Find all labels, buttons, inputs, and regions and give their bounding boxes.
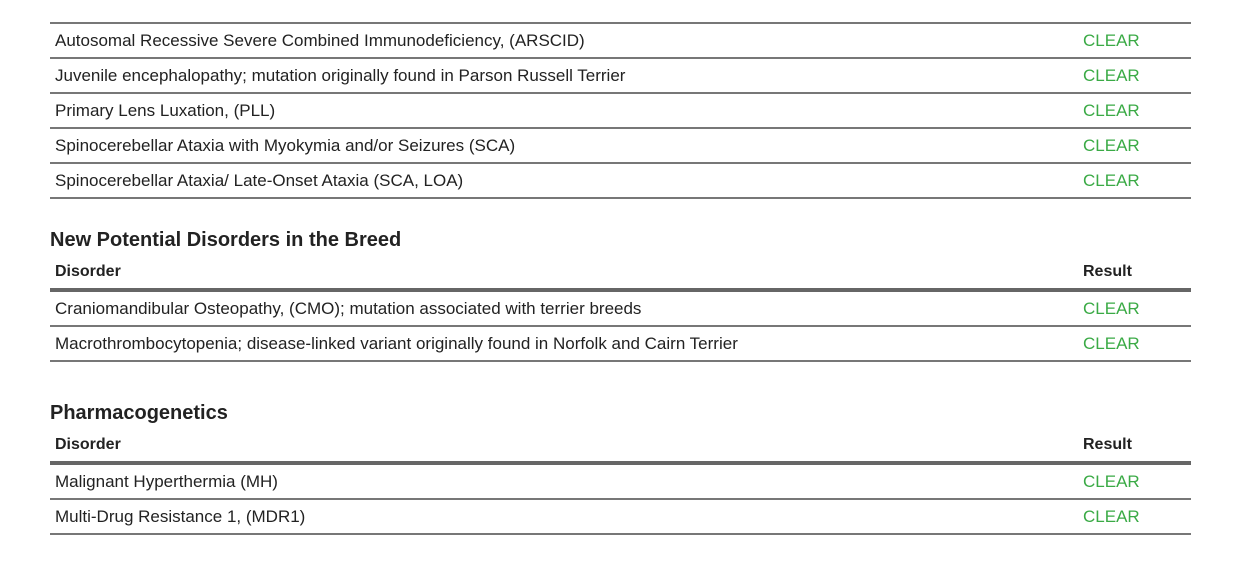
- results-table: Disorder Result Craniomandibular Osteopat…: [50, 256, 1191, 362]
- disorder-cell: Primary Lens Luxation, (PLL): [50, 93, 1078, 129]
- section-title: Pharmacogenetics: [50, 402, 228, 424]
- table-row: Primary Lens Luxation, (PLL) CLEAR: [50, 93, 1191, 129]
- result-cell: CLEAR: [1078, 163, 1191, 199]
- table-row: Macrothrombocytopenia; disease-linked va…: [50, 326, 1191, 362]
- result-cell: CLEAR: [1078, 128, 1191, 164]
- results-table: Disorder Result Malignant Hyperthermia (M…: [50, 429, 1191, 535]
- disorder-cell: Spinocerebellar Ataxia with Myokymia and…: [50, 128, 1078, 164]
- section-title: New Potential Disorders in the Breed: [50, 229, 402, 251]
- result-cell: CLEAR: [1078, 499, 1191, 535]
- disorder-cell: Malignant Hyperthermia (MH): [50, 463, 1078, 500]
- section-new-potential: New Potential Disorders in the Breed Dis…: [50, 224, 1191, 362]
- disorder-cell: Autosomal Recessive Severe Combined Immu…: [50, 23, 1078, 59]
- disorder-cell: Craniomandibular Osteopathy, (CMO); muta…: [50, 290, 1078, 327]
- section-pharmacogenetics: Pharmacogenetics Disorder Result Malignan…: [50, 397, 1191, 535]
- result-cell: CLEAR: [1078, 326, 1191, 362]
- col-disorder: Disorder: [50, 429, 1078, 465]
- table-row: Multi-Drug Resistance 1, (MDR1) CLEAR: [50, 499, 1191, 535]
- table-row: Malignant Hyperthermia (MH) CLEAR: [50, 463, 1191, 500]
- result-cell: CLEAR: [1078, 23, 1191, 59]
- results-table: Autosomal Recessive Severe Combined Immu…: [50, 22, 1191, 199]
- result-cell: CLEAR: [1078, 93, 1191, 129]
- col-disorder: Disorder: [50, 256, 1078, 292]
- table-row: Juvenile encephalopathy; mutation origin…: [50, 58, 1191, 94]
- header-row: Disorder Result: [50, 429, 1191, 465]
- disorder-cell: Macrothrombocytopenia; disease-linked va…: [50, 326, 1078, 362]
- table-row: Spinocerebellar Ataxia/ Late-Onset Ataxi…: [50, 163, 1191, 199]
- result-cell: CLEAR: [1078, 58, 1191, 94]
- disorder-cell: Spinocerebellar Ataxia/ Late-Onset Ataxi…: [50, 163, 1078, 199]
- result-cell: CLEAR: [1078, 290, 1191, 327]
- col-result: Result: [1078, 256, 1191, 292]
- disorder-cell: Juvenile encephalopathy; mutation origin…: [50, 58, 1078, 94]
- section-breed-disorders: Autosomal Recessive Severe Combined Immu…: [50, 22, 1191, 199]
- disorder-cell: Multi-Drug Resistance 1, (MDR1): [50, 499, 1078, 535]
- col-result: Result: [1078, 429, 1191, 465]
- table-row: Craniomandibular Osteopathy, (CMO); muta…: [50, 290, 1191, 327]
- header-row: Disorder Result: [50, 256, 1191, 292]
- table-row: Autosomal Recessive Severe Combined Immu…: [50, 23, 1191, 59]
- table-row: Spinocerebellar Ataxia with Myokymia and…: [50, 128, 1191, 164]
- result-cell: CLEAR: [1078, 463, 1191, 500]
